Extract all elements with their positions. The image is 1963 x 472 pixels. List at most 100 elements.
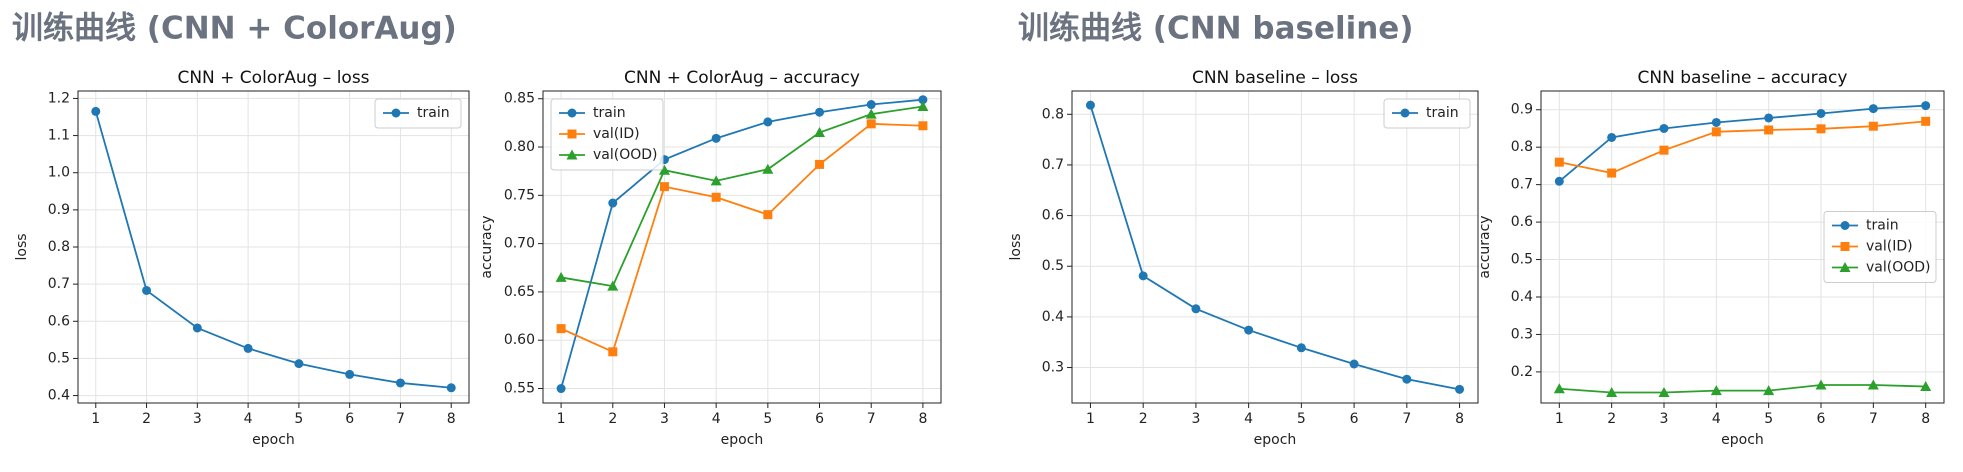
y-tick-label: 0.8 [1511, 139, 1533, 155]
y-axis-label: accuracy [479, 215, 495, 278]
marker [1710, 385, 1722, 396]
marker [763, 117, 773, 127]
y-tick-label: 0.2 [1511, 364, 1533, 380]
marker [243, 343, 253, 353]
y-axis-label: loss [1008, 233, 1024, 260]
marker [865, 108, 877, 119]
marker [866, 119, 876, 129]
x-tick-label: 5 [1764, 411, 1773, 427]
legend-label: train [1866, 218, 1899, 234]
x-tick-label: 3 [193, 411, 202, 427]
x-tick-label: 2 [142, 411, 151, 427]
series-line [560, 122, 923, 354]
legend-marker [1840, 221, 1850, 230]
y-tick-label: 0.5 [1042, 258, 1064, 274]
series-line [1559, 120, 1926, 174]
marker [763, 210, 773, 220]
marker [918, 95, 928, 105]
legend-label: val(ID) [593, 126, 640, 142]
series-line [560, 105, 924, 288]
y-tick-label: 0.7 [1511, 177, 1533, 193]
plot-frame [542, 90, 942, 404]
y-tick-label: 0.85 [504, 91, 535, 107]
marker [555, 271, 567, 282]
legend-box [1383, 98, 1471, 129]
x-tick-label: 3 [660, 411, 669, 427]
plot-frame [1071, 90, 1479, 404]
x-tick-label: 8 [1921, 411, 1930, 427]
x-tick-label: 3 [1191, 411, 1200, 427]
plot-frame [77, 90, 470, 404]
marker [1868, 121, 1878, 131]
marker [1244, 325, 1254, 335]
marker [1349, 359, 1359, 369]
y-tick-label: 0.80 [504, 139, 535, 155]
x-tick-label: 7 [1402, 411, 1411, 427]
x-axis-label: epoch [1254, 432, 1297, 448]
legend-label: val(ID) [1866, 239, 1913, 255]
x-tick-label: 7 [867, 411, 876, 427]
y-tick-label: 0.4 [1042, 309, 1064, 325]
legend-label: train [1426, 105, 1459, 121]
x-tick-label: 4 [244, 411, 253, 427]
marker [1816, 108, 1826, 118]
y-tick-label: 0.75 [504, 187, 535, 203]
x-axis-label: epoch [252, 432, 295, 448]
y-tick-label: 0.6 [48, 313, 70, 329]
x-tick-label: 3 [1660, 411, 1669, 427]
marker [814, 127, 826, 138]
marker [1711, 117, 1721, 127]
y-tick-label: 0.6 [1042, 208, 1064, 224]
x-axis-label: epoch [721, 432, 764, 448]
y-tick-label: 1.2 [48, 90, 70, 106]
marker [711, 192, 721, 202]
marker [1815, 379, 1827, 390]
y-axis-label: accuracy [1477, 215, 1493, 278]
marker [1191, 304, 1201, 314]
legend-box [1823, 211, 1937, 283]
x-tick-label: 6 [815, 411, 824, 427]
marker [556, 324, 566, 334]
legend-label: train [417, 105, 450, 121]
y-tick-label: 0.8 [48, 239, 70, 255]
marker [658, 164, 670, 175]
y-tick-label: 0.8 [1042, 106, 1064, 122]
x-tick-label: 4 [1244, 411, 1253, 427]
marker [556, 384, 566, 394]
marker [1658, 387, 1670, 398]
x-tick-label: 1 [557, 411, 566, 427]
x-tick-label: 8 [1455, 411, 1464, 427]
x-tick-label: 5 [294, 411, 303, 427]
x-tick-label: 6 [345, 411, 354, 427]
y-tick-label: 0.5 [1511, 252, 1533, 268]
legend-marker [567, 108, 577, 118]
x-tick-label: 1 [1555, 411, 1564, 427]
marker [1554, 176, 1564, 186]
y-tick-label: 0.9 [1511, 102, 1533, 118]
y-tick-label: 0.5 [48, 350, 70, 366]
marker [917, 100, 929, 111]
y-tick-label: 0.4 [48, 388, 70, 404]
heading: 训练曲线 (CNN + ColorAug) [12, 11, 457, 47]
marker [1402, 374, 1412, 384]
legend-marker [1840, 242, 1850, 251]
x-tick-label: 5 [1297, 411, 1306, 427]
marker [91, 106, 101, 116]
y-tick-label: 0.4 [1511, 289, 1533, 305]
legend-marker [1400, 108, 1410, 118]
marker [1921, 116, 1931, 126]
marker [446, 383, 456, 393]
marker [918, 121, 928, 131]
marker [1920, 381, 1932, 392]
x-tick-label: 6 [1350, 411, 1359, 427]
marker [607, 280, 619, 291]
y-tick-label: 0.60 [504, 332, 535, 348]
marker [192, 323, 202, 333]
marker [710, 175, 722, 186]
x-tick-label: 8 [918, 411, 927, 427]
plot-frame [1540, 90, 1945, 404]
legend-box [550, 98, 664, 171]
marker [1867, 379, 1879, 390]
chart-title: CNN baseline – accuracy [1638, 68, 1848, 88]
y-axis-label: loss [14, 233, 30, 260]
